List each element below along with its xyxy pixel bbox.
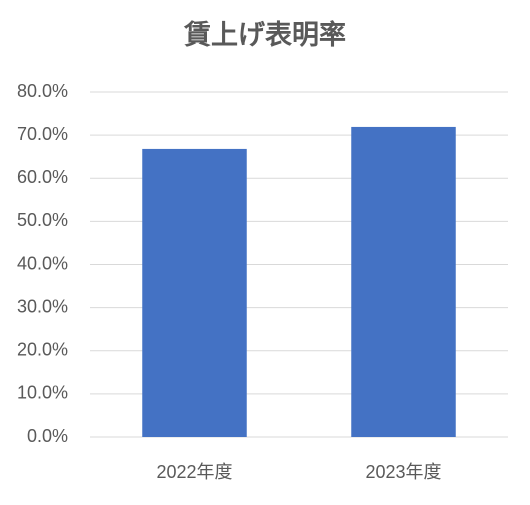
y-tick-label: 70.0%: [17, 124, 68, 144]
y-tick-label: 60.0%: [17, 167, 68, 187]
chart-title: 賃上げ表明率: [183, 19, 346, 50]
bar: [142, 148, 247, 438]
bar: [351, 126, 456, 438]
x-tick-label: 2023年度: [365, 462, 441, 482]
y-tick-label: 80.0%: [17, 81, 68, 101]
y-tick-label: 50.0%: [17, 210, 68, 230]
y-tick-label: 0.0%: [27, 426, 68, 446]
y-tick-label: 30.0%: [17, 296, 68, 316]
y-tick-label: 40.0%: [17, 253, 68, 273]
y-tick-label: 10.0%: [17, 383, 68, 403]
x-tick-label: 2022年度: [156, 462, 232, 482]
y-tick-label: 20.0%: [17, 340, 68, 360]
